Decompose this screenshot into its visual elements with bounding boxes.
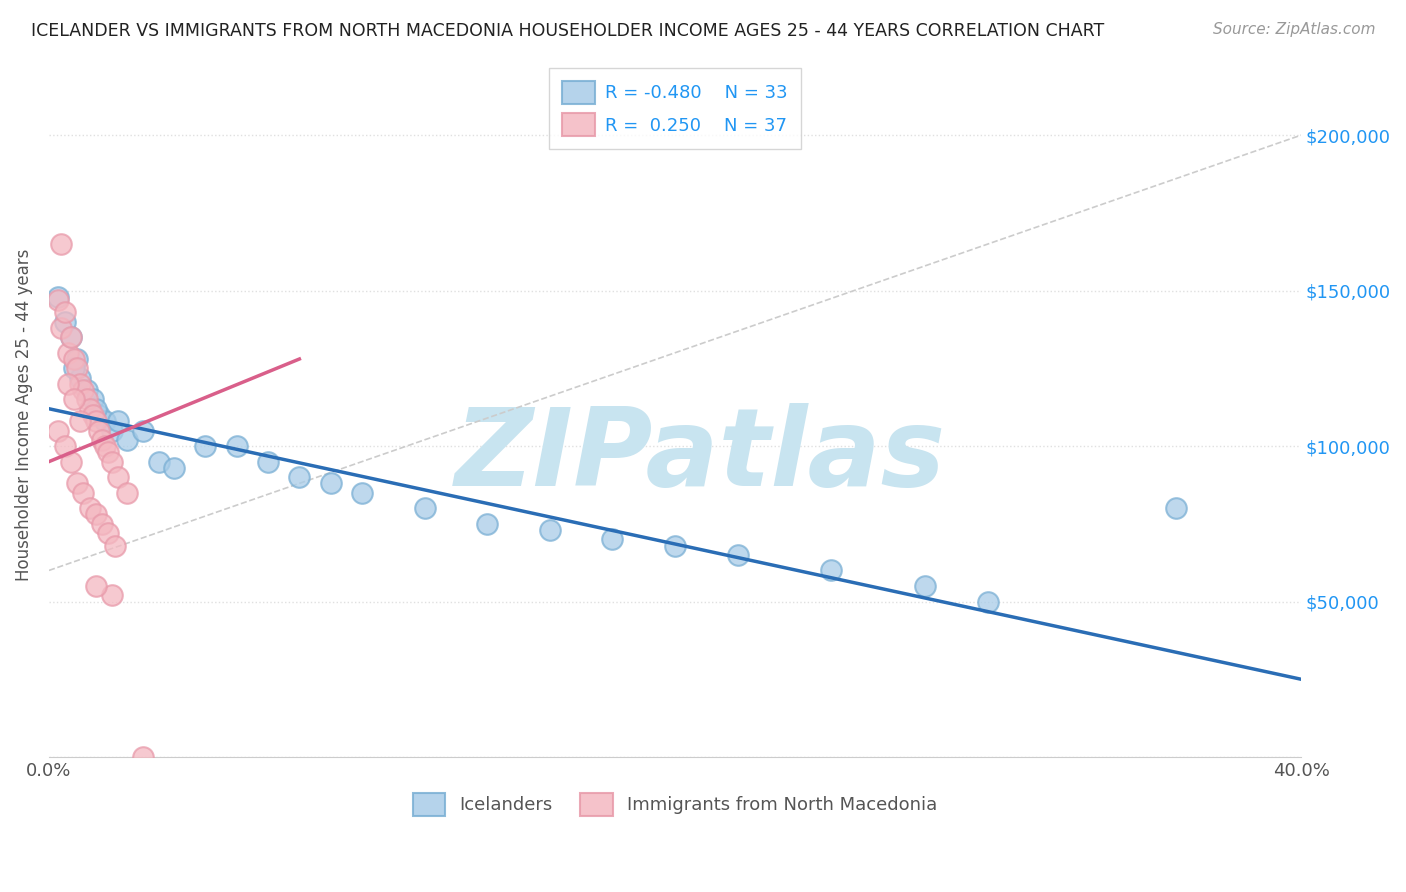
Point xyxy=(53,315,76,329)
Point xyxy=(602,533,624,547)
Point xyxy=(69,414,91,428)
Point xyxy=(257,454,280,468)
Point xyxy=(538,523,561,537)
Point xyxy=(48,424,70,438)
Point xyxy=(51,321,73,335)
Point xyxy=(148,454,170,468)
Point xyxy=(914,579,936,593)
Text: ZIPatlas: ZIPatlas xyxy=(454,403,946,509)
Point xyxy=(132,750,155,764)
Point xyxy=(69,370,91,384)
Point xyxy=(107,414,129,428)
Point xyxy=(477,516,499,531)
Point xyxy=(820,563,842,577)
Point xyxy=(100,588,122,602)
Point xyxy=(72,383,94,397)
Point xyxy=(91,516,114,531)
Point xyxy=(79,401,101,416)
Point xyxy=(66,351,89,366)
Point xyxy=(63,392,86,407)
Point xyxy=(84,579,107,593)
Text: Source: ZipAtlas.com: Source: ZipAtlas.com xyxy=(1212,22,1375,37)
Legend: Icelanders, Immigrants from North Macedonia: Icelanders, Immigrants from North Macedo… xyxy=(405,786,945,823)
Point xyxy=(977,594,1000,608)
Point xyxy=(48,290,70,304)
Point xyxy=(63,361,86,376)
Point xyxy=(194,439,217,453)
Point xyxy=(413,501,436,516)
Point xyxy=(115,433,138,447)
Point xyxy=(53,439,76,453)
Y-axis label: Householder Income Ages 25 - 44 years: Householder Income Ages 25 - 44 years xyxy=(15,249,32,582)
Point xyxy=(104,539,127,553)
Point xyxy=(76,392,98,407)
Point xyxy=(56,376,79,391)
Point xyxy=(100,424,122,438)
Point xyxy=(82,408,104,422)
Point xyxy=(163,460,186,475)
Point xyxy=(132,424,155,438)
Point xyxy=(91,433,114,447)
Text: ICELANDER VS IMMIGRANTS FROM NORTH MACEDONIA HOUSEHOLDER INCOME AGES 25 - 44 YEA: ICELANDER VS IMMIGRANTS FROM NORTH MACED… xyxy=(31,22,1104,40)
Point xyxy=(100,454,122,468)
Point xyxy=(225,439,247,453)
Point xyxy=(59,330,82,344)
Point xyxy=(63,351,86,366)
Point xyxy=(59,454,82,468)
Point xyxy=(48,293,70,307)
Point xyxy=(87,424,110,438)
Point xyxy=(84,508,107,522)
Point xyxy=(94,439,117,453)
Point xyxy=(76,383,98,397)
Point xyxy=(79,501,101,516)
Point xyxy=(727,548,749,562)
Point xyxy=(53,305,76,319)
Point xyxy=(84,414,107,428)
Point xyxy=(97,445,120,459)
Point xyxy=(87,408,110,422)
Point xyxy=(107,470,129,484)
Point xyxy=(664,539,686,553)
Point xyxy=(97,526,120,541)
Point xyxy=(319,476,342,491)
Point xyxy=(1164,501,1187,516)
Point xyxy=(66,361,89,376)
Point xyxy=(82,392,104,407)
Point xyxy=(51,237,73,252)
Point xyxy=(72,485,94,500)
Point xyxy=(288,470,311,484)
Point xyxy=(59,330,82,344)
Point xyxy=(94,414,117,428)
Point xyxy=(115,485,138,500)
Point xyxy=(84,401,107,416)
Point xyxy=(66,476,89,491)
Point xyxy=(56,346,79,360)
Point xyxy=(350,485,373,500)
Point xyxy=(69,376,91,391)
